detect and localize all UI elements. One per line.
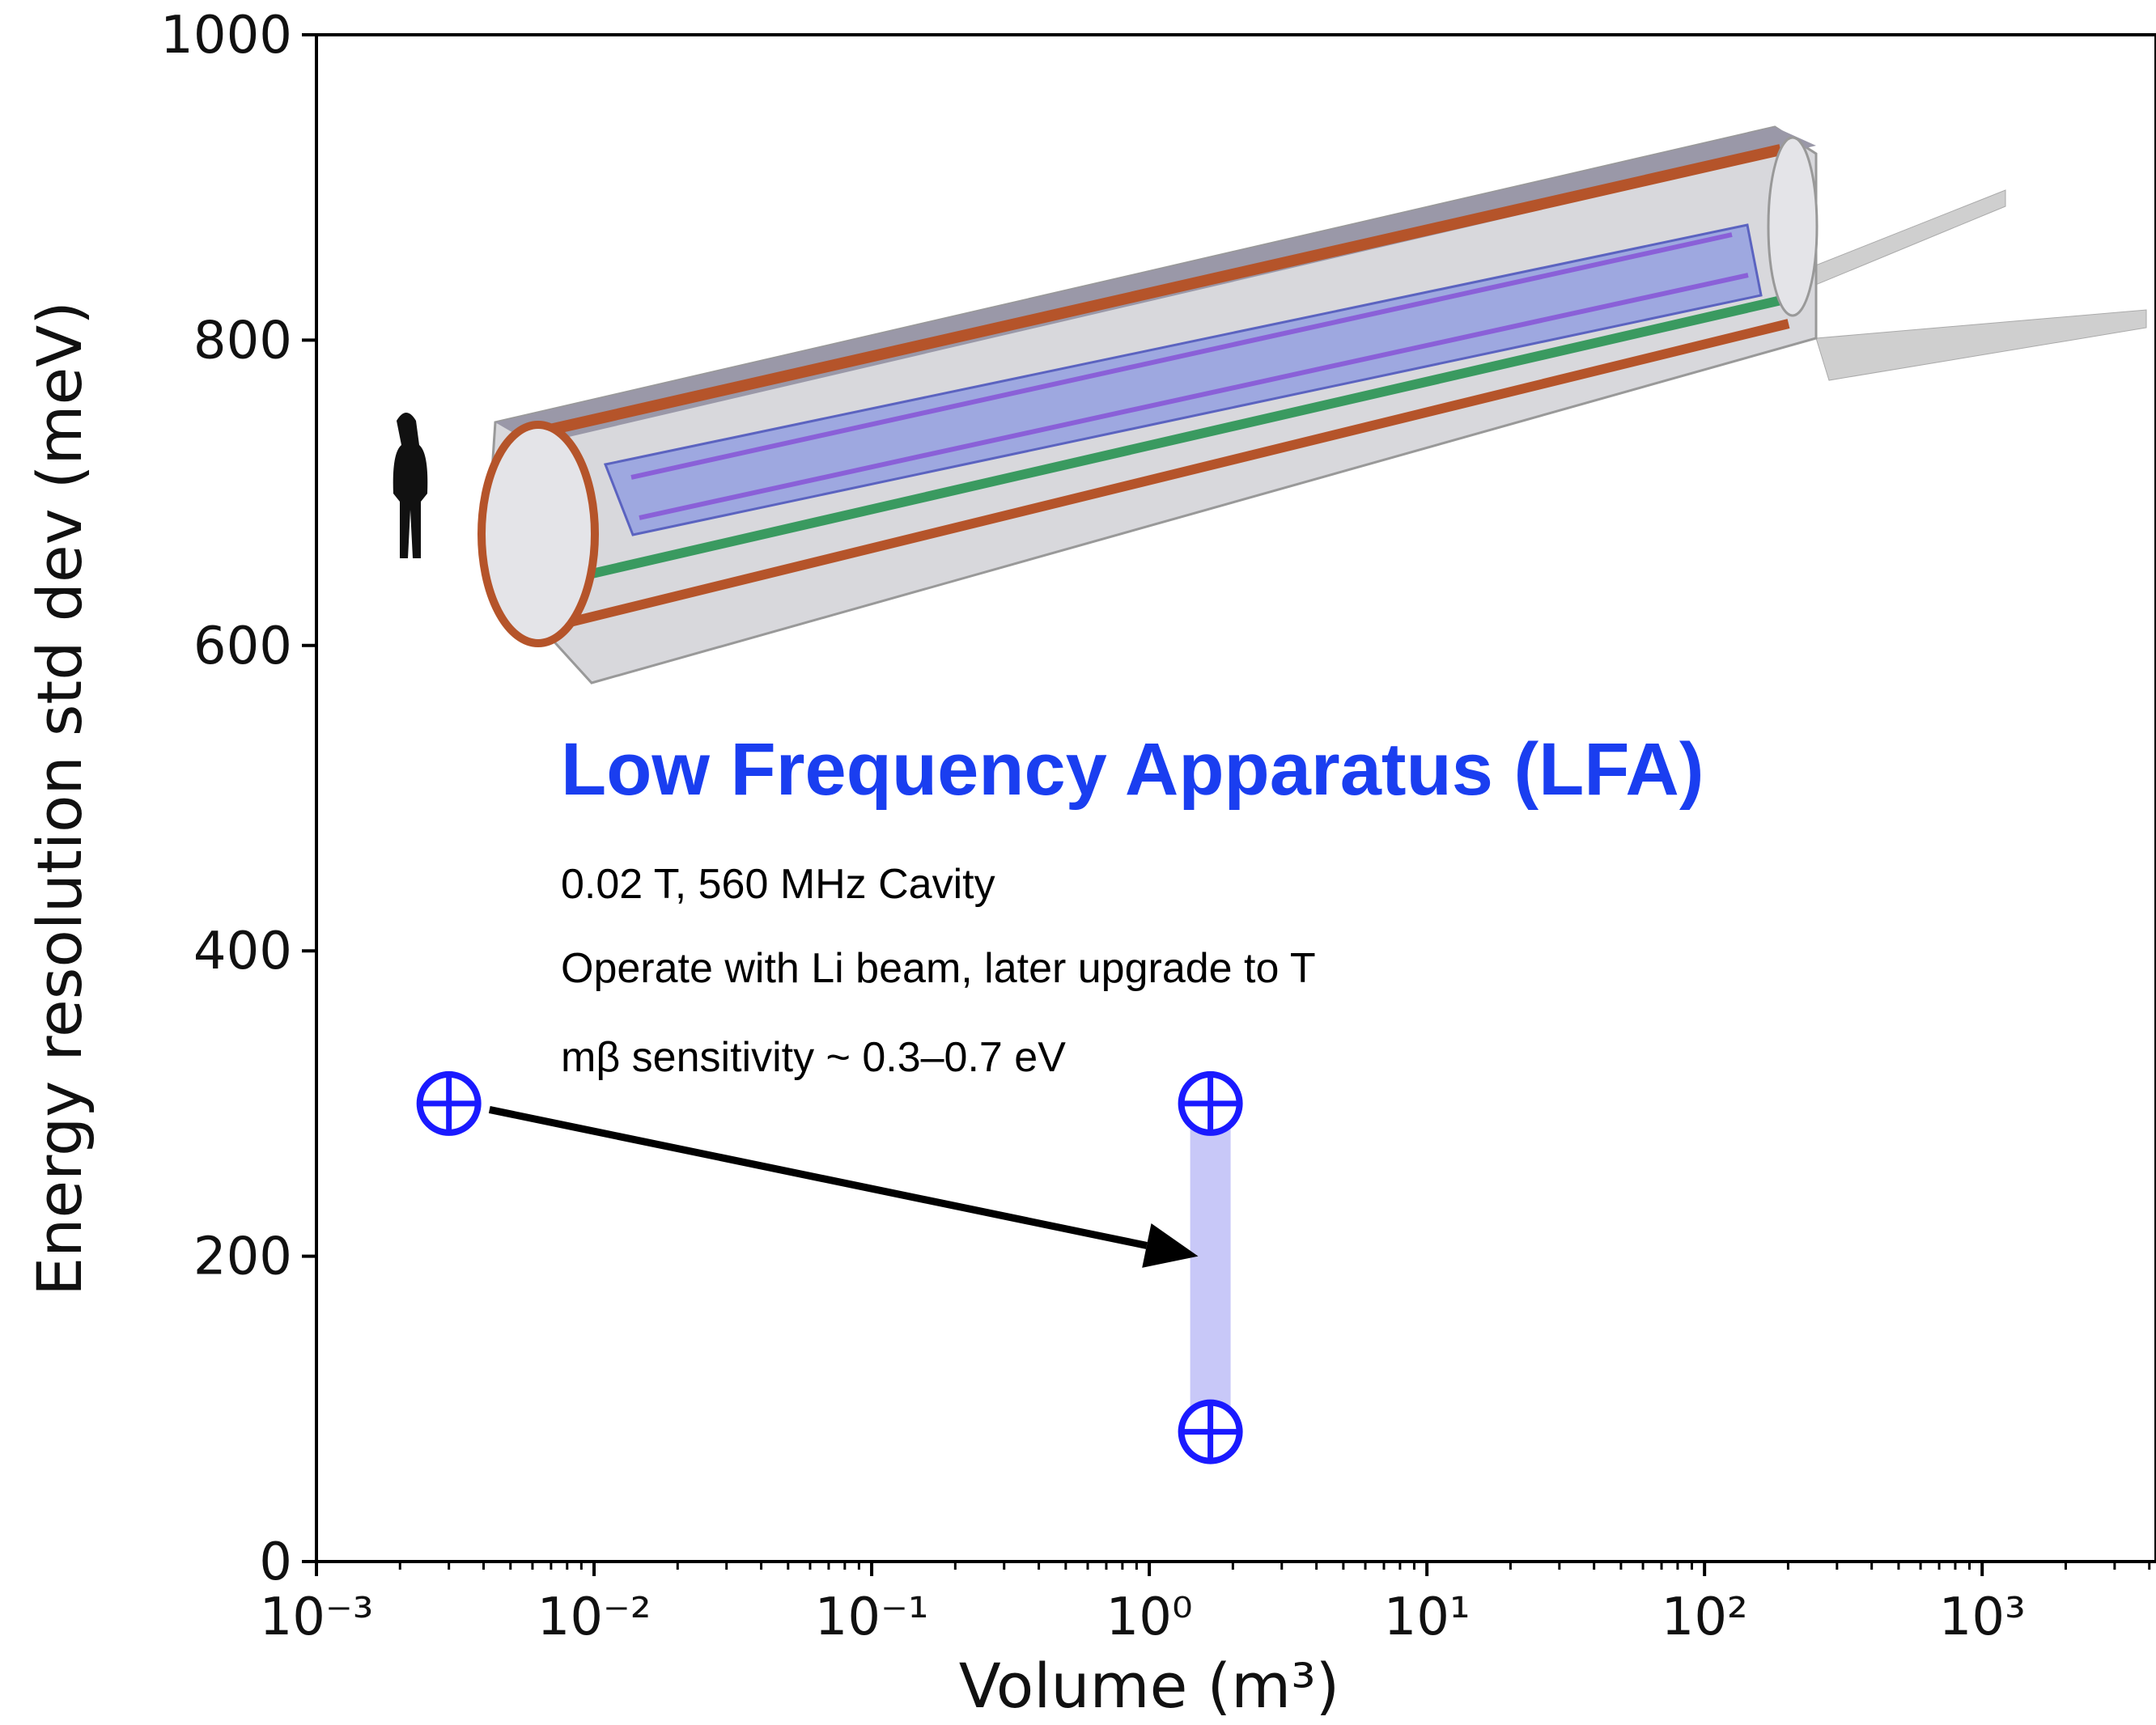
annotation-title: Low Frequency Apparatus (LFA) [561,728,1704,811]
y-tick-label: 600 [193,617,292,676]
x-tick-label: 10¹ [1384,1587,1471,1647]
x-tick-label: 10² [1662,1587,1748,1647]
arrow-shaft [488,1106,1148,1249]
x-tick-label: 10⁰ [1106,1587,1193,1647]
marker [416,1070,482,1136]
y-tick-label: 0 [259,1532,292,1592]
x-tick-label: 10⁻¹ [815,1587,929,1647]
x-axis-label: Volume (m³) [959,1650,1340,1722]
apparatus-illustration [393,125,2147,684]
y-tick-label: 1000 [160,6,292,66]
y-axis-label: Energy resolution std dev (meV) [23,301,95,1296]
range-band [1190,1103,1231,1432]
y-tick-label: 200 [193,1227,292,1287]
marker [1178,1399,1243,1464]
annotation-line: mβ sensitivity ~ 0.3–0.7 eV [561,1034,1066,1081]
x-tick-label: 10⁻² [537,1587,651,1647]
y-tick-label: 800 [193,311,292,371]
plot-frame [315,33,2156,1563]
x-tick-label: 10³ [1939,1587,2026,1647]
marker [1178,1070,1243,1136]
y-tick-label: 400 [193,922,292,981]
annotation-line: Operate with Li beam, later upgrade to T [561,945,1316,992]
annotation-line: 0.02 T, 560 MHz Cavity [561,861,995,908]
arrow-head [1142,1223,1199,1268]
x-tick-label: 10⁻³ [260,1587,374,1647]
